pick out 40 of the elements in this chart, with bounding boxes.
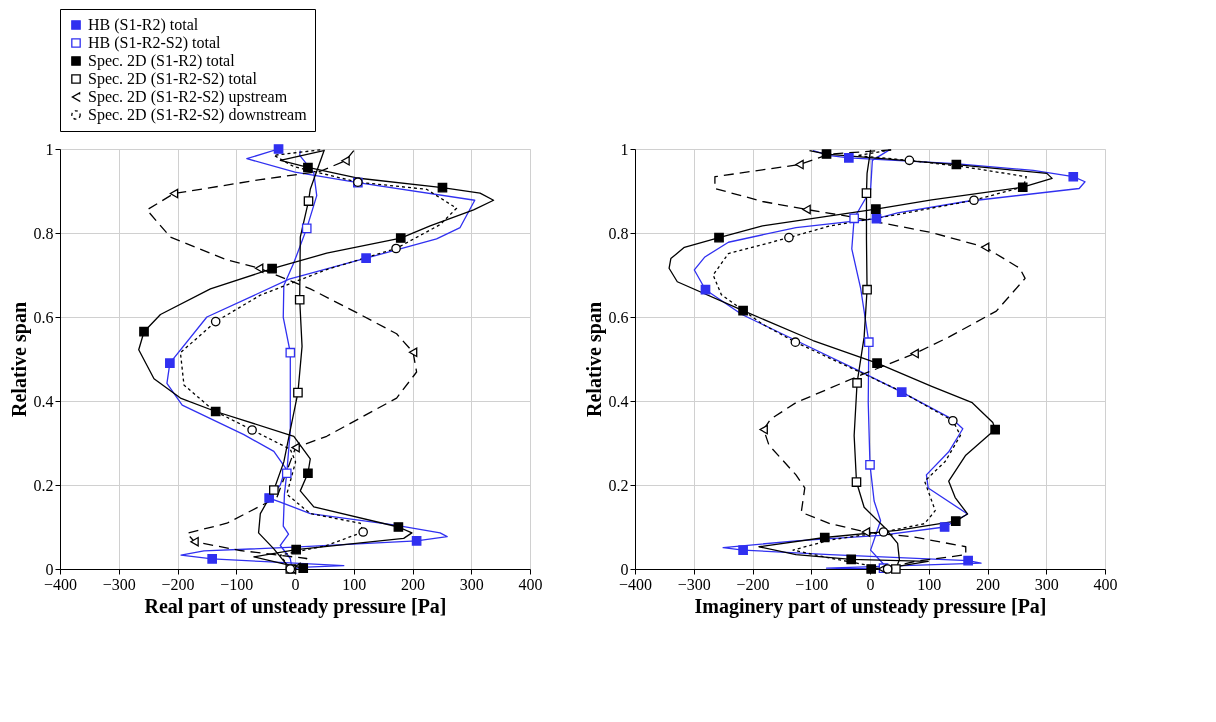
x-tick-label: 400 xyxy=(518,575,543,593)
x-tick-label: −400 xyxy=(43,575,78,593)
x-tick-label: 100 xyxy=(342,575,367,593)
x-tick-label: −400 xyxy=(618,575,653,593)
x-tick-label: −200 xyxy=(161,575,195,593)
y-axis-title: Relative span xyxy=(582,302,606,417)
y-tick-label: 0.6 xyxy=(33,308,54,326)
x-tick-label: 200 xyxy=(401,575,425,593)
x-tick-label: 0 xyxy=(866,575,875,593)
y-tick-label: 0.8 xyxy=(33,224,54,242)
x-tick-label: 400 xyxy=(1093,575,1118,593)
y-tick-label: 0.8 xyxy=(608,224,629,242)
x-tick-label: 200 xyxy=(976,575,1000,593)
y-axis-title: Relative span xyxy=(7,302,31,417)
y-tick-label: 0.4 xyxy=(33,392,54,410)
y-tick-label: 0.2 xyxy=(608,476,629,494)
legend-label: HB (S1-R2) total xyxy=(88,16,199,34)
x-tick-label: 100 xyxy=(917,575,942,593)
legend-label: Spec. 2D (S1-R2-S2) downstream xyxy=(88,106,308,124)
x-tick-label: 0 xyxy=(291,575,300,593)
legend-label: Spec. 2D (S1-R2) total xyxy=(88,52,236,70)
y-tick-label: 1 xyxy=(45,140,54,158)
legend-label: HB (S1-R2-S2) total xyxy=(88,34,221,52)
legend-label: Spec. 2D (S1-R2-S2) upstream xyxy=(88,88,288,106)
x-tick-label: −100 xyxy=(220,575,254,593)
x-tick-label: 300 xyxy=(459,575,484,593)
y-tick-label: 0 xyxy=(45,560,54,578)
y-tick-label: 0.4 xyxy=(608,392,629,410)
y-tick-label: 0.6 xyxy=(608,308,629,326)
y-tick-label: 0 xyxy=(620,560,629,578)
x-tick-label: −300 xyxy=(102,575,136,593)
x-tick-label: 300 xyxy=(1034,575,1059,593)
legend-label: Spec. 2D (S1-R2-S2) total xyxy=(88,70,258,88)
x-tick-label: −300 xyxy=(677,575,711,593)
x-tick-label: −100 xyxy=(795,575,829,593)
x-axis-title: Imaginery part of unsteady pressure [Pa] xyxy=(694,594,1047,618)
y-tick-label: 0.2 xyxy=(33,476,54,494)
y-tick-label: 1 xyxy=(620,140,629,158)
x-tick-label: −200 xyxy=(736,575,770,593)
x-axis-title: Real part of unsteady pressure [Pa] xyxy=(144,594,447,618)
